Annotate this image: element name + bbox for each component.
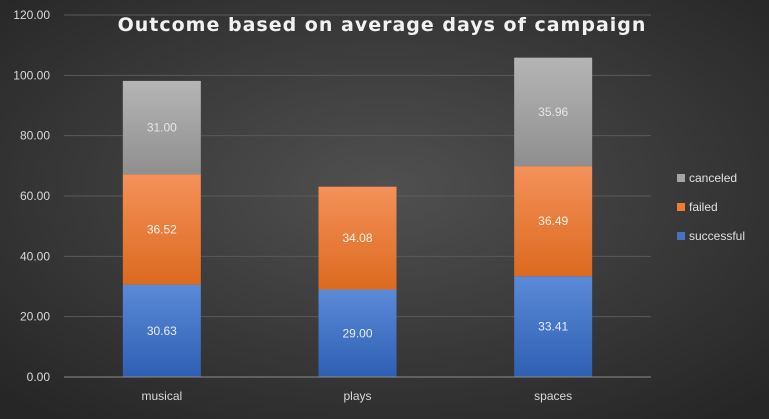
legend-swatch-successful: [677, 232, 685, 240]
bar-successful-musical: [122, 284, 201, 377]
legend-swatch-failed: [677, 203, 685, 211]
bar-successful-plays: [318, 289, 397, 377]
bar-canceled-spaces: [514, 57, 593, 167]
x-tick-label-spaces: spaces: [534, 389, 572, 403]
legend-item-canceled: canceled: [677, 171, 737, 185]
x-tick-label-musical: musical: [141, 389, 182, 403]
bar-canceled-musical: [122, 80, 201, 175]
data-label-canceled-spaces: 35.96: [538, 105, 568, 119]
legend-label-canceled: canceled: [689, 171, 737, 185]
x-tick-label-plays: plays: [343, 389, 371, 403]
y-tick-label: 80.00: [20, 129, 50, 143]
legend-label-successful: successful: [689, 229, 745, 243]
y-tick-label: 20.00: [20, 310, 50, 324]
legend-swatch-canceled: [677, 174, 685, 182]
legend-item-failed: failed: [677, 200, 718, 214]
y-tick-label: 120.00: [13, 8, 50, 22]
data-label-successful-spaces: 33.41: [538, 320, 568, 334]
bar-failed-plays: [318, 186, 397, 290]
bar-failed-spaces: [514, 166, 593, 277]
legend-label-failed: failed: [689, 200, 718, 214]
data-label-failed-musical: 36.52: [147, 223, 177, 237]
legend-item-successful: successful: [677, 229, 745, 243]
data-label-canceled-musical: 31.00: [147, 121, 177, 135]
y-tick-label: 60.00: [20, 189, 50, 203]
y-tick-label: 40.00: [20, 249, 50, 263]
data-label-failed-spaces: 36.49: [538, 214, 568, 228]
bar-successful-spaces: [514, 276, 593, 377]
chart-title: Outcome based on average days of campaig…: [118, 14, 647, 36]
data-label-successful-musical: 30.63: [147, 324, 177, 338]
data-label-successful-plays: 29.00: [342, 326, 372, 340]
bar-failed-musical: [122, 174, 201, 285]
y-tick-label: 100.00: [13, 68, 50, 82]
y-tick-label: 0.00: [27, 370, 51, 384]
data-label-failed-plays: 34.08: [342, 231, 372, 245]
